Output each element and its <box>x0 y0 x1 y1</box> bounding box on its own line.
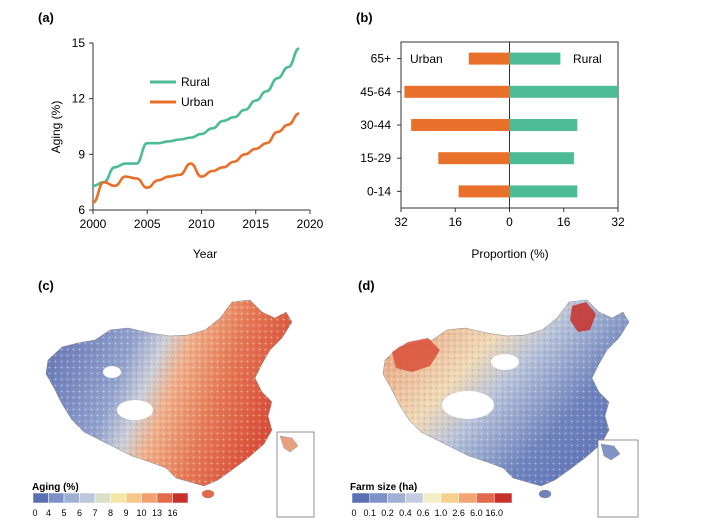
region-northeast-red <box>570 302 596 332</box>
inset-coast <box>279 435 299 453</box>
y-tick-label: 6 <box>78 203 85 217</box>
legend-color-bin <box>422 492 442 504</box>
x-tick-label: 2020 <box>297 217 324 231</box>
legend-color-bin <box>125 492 142 504</box>
panel-label-d: (d) <box>358 278 375 293</box>
region-northwest-red <box>392 338 440 372</box>
x-tick-label: 2000 <box>80 217 107 231</box>
x-axis-title: Proportion (%) <box>471 247 548 261</box>
legend-title: Farm size (ha) <box>350 482 417 493</box>
blank-region <box>442 391 494 419</box>
x-tick-label: 0 <box>506 215 513 229</box>
bar-rural-30-44 <box>509 119 578 131</box>
legend-tick-label: 7 <box>92 508 97 518</box>
legend-tick-label: 8 <box>108 508 113 518</box>
legend-tick-label: 0 <box>32 508 37 518</box>
x-tick-label: 32 <box>394 215 408 229</box>
x-tick-label: 2005 <box>134 217 161 231</box>
series-line-rural <box>92 47 300 188</box>
legend-tick-label: 16 <box>167 508 177 518</box>
bar-urban-30-44 <box>411 119 510 131</box>
legend-tick-label: 5 <box>61 508 66 518</box>
legend-title: Aging (%) <box>32 482 79 493</box>
legend-tick-label: 0 <box>351 508 356 518</box>
legend-tick-label: 1.0 <box>435 508 448 518</box>
category-label: 0-14 <box>367 184 391 198</box>
legend-color-bin <box>63 492 80 504</box>
bar-urban-65+ <box>468 52 510 65</box>
x-tick-label: 2015 <box>242 217 269 231</box>
y-tick-label: 15 <box>72 36 86 50</box>
legend-tick-label: 0.1 <box>364 508 377 518</box>
bar-rural-45-64 <box>509 85 618 98</box>
x-tick-label: 16 <box>449 215 463 229</box>
legend-tick-label: 4 <box>46 508 51 518</box>
bar-rural-65+ <box>509 52 561 65</box>
legend-tick-label: 13 <box>152 508 162 518</box>
legend-tick-label: 0.6 <box>417 508 430 518</box>
legend-rural: Rural <box>573 52 602 66</box>
legend-tick-label: 16.0 <box>485 508 503 518</box>
legend-tick-label: 6.0 <box>470 508 483 518</box>
china-map-texture <box>383 300 629 486</box>
inset-coast <box>600 443 621 461</box>
legend-color-bin <box>387 492 406 504</box>
blank-region <box>117 400 153 420</box>
legend-tick-label: 9 <box>123 508 128 518</box>
legend-color-bin <box>110 492 127 504</box>
panel-label-c: (c) <box>38 278 54 293</box>
map-aging: 0 4 5 6 7 8 9 10 13 16 Aging (%) <box>32 299 315 518</box>
legend-color-bin <box>458 492 477 504</box>
blank-region <box>491 354 519 370</box>
legend-color-bin <box>476 492 495 504</box>
map-farm-size: 0 0.1 0.2 0.4 0.6 1.0 2.6 6.0 16.0 Farm size (ha… <box>350 299 639 518</box>
bar-urban-15-29 <box>438 152 510 165</box>
legend-color-bin <box>48 492 65 504</box>
y-tick-label: 9 <box>78 147 85 161</box>
y-tick-label: 12 <box>72 92 86 106</box>
legend-tick-label: 0.2 <box>381 508 394 518</box>
series-line-urban <box>92 112 300 204</box>
panel-label-b: (b) <box>356 10 373 25</box>
bar-urban-45-64 <box>404 85 510 98</box>
category-label: 45-64 <box>360 85 391 99</box>
blank-region <box>103 366 121 378</box>
china-map-texture <box>46 300 292 486</box>
bar-urban-0-14 <box>458 185 510 198</box>
bar-rural-0-14 <box>509 185 578 198</box>
category-label: 65+ <box>371 52 391 66</box>
legend-label-urban: Urban <box>181 95 214 109</box>
legend-color-bin <box>32 492 49 504</box>
x-tick-label: 2010 <box>188 217 215 231</box>
bar-chart-age-proportion: 65+ 45-64 30-44 15-29 0-14 32 16 0 16 32 Urban R… <box>360 41 625 261</box>
legend-color-bin <box>369 492 388 504</box>
line-chart-aging: 2000 2005 2010 2015 2020 6 9 12 15 Rural Urban Ag… <box>49 36 324 261</box>
island-hainan <box>538 489 552 499</box>
legend-color-bin <box>405 492 424 504</box>
x-tick-label: 16 <box>557 215 571 229</box>
island-hainan <box>201 489 215 499</box>
legend-color-bin <box>156 492 173 504</box>
legend-color-bin <box>172 492 189 504</box>
bar-rural-15-29 <box>509 152 574 165</box>
legend-tick-label: 6 <box>77 508 82 518</box>
legend-color-bin <box>351 492 371 504</box>
legend-color-bin <box>493 492 513 504</box>
y-axis-title: Aging (%) <box>49 101 63 154</box>
legend-label-rural: Rural <box>181 75 210 89</box>
category-label: 30-44 <box>360 118 391 132</box>
x-tick-label: 32 <box>611 215 625 229</box>
category-label: 15-29 <box>360 151 391 165</box>
x-axis-title: Year <box>193 247 217 261</box>
legend-color-bin <box>94 492 111 504</box>
legend-urban: Urban <box>410 52 443 66</box>
legend-tick-label: 0.4 <box>399 508 412 518</box>
panel-label-a: (a) <box>38 10 54 25</box>
legend-tick-label: 10 <box>136 508 146 518</box>
legend-color-bin <box>79 492 96 504</box>
legend-color-bin <box>141 492 158 504</box>
legend-color-bin <box>440 492 459 504</box>
legend-tick-label: 2.6 <box>452 508 465 518</box>
